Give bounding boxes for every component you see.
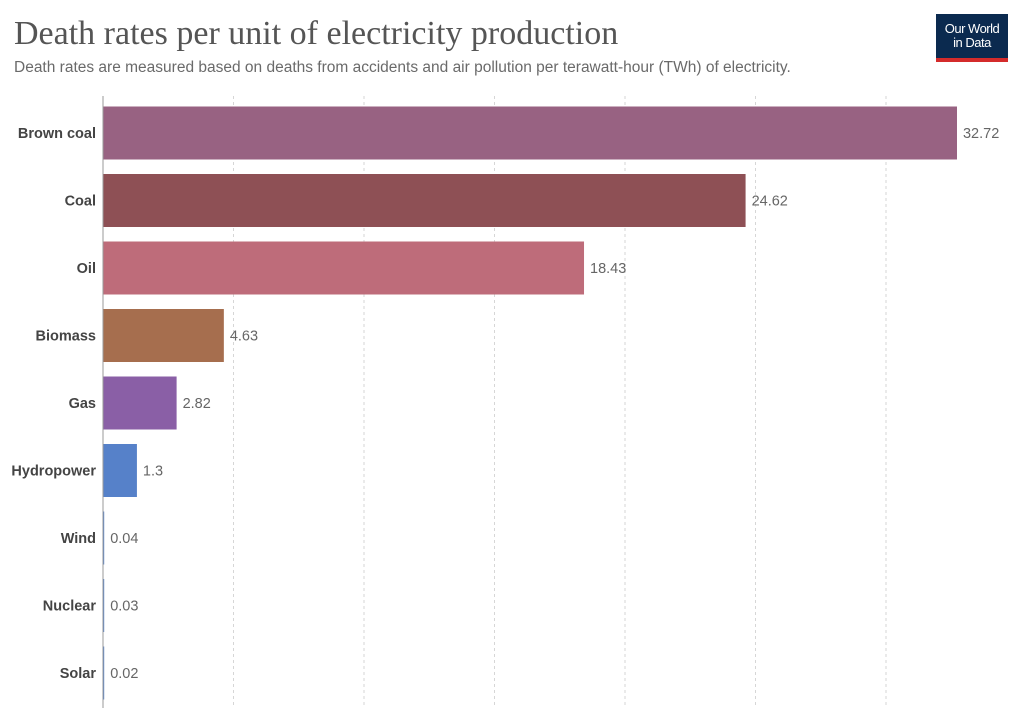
category-label: Nuclear bbox=[43, 599, 97, 615]
value-label: 0.02 bbox=[110, 666, 138, 682]
value-label: 0.04 bbox=[110, 531, 138, 547]
category-label: Brown coal bbox=[18, 126, 96, 142]
category-label: Hydropower bbox=[11, 464, 96, 480]
bar-hydropower bbox=[103, 444, 137, 497]
bar-brown-coal bbox=[103, 106, 957, 160]
category-label: Biomass bbox=[36, 329, 96, 345]
bar-wind bbox=[103, 511, 105, 565]
category-label: Oil bbox=[77, 261, 96, 277]
value-label: 2.82 bbox=[183, 396, 211, 412]
value-label: 24.62 bbox=[752, 194, 788, 210]
category-label: Wind bbox=[61, 531, 96, 547]
bar-gas bbox=[103, 376, 177, 430]
owid-logo[interactable]: Our World in Data bbox=[936, 14, 1008, 62]
category-label: Solar bbox=[60, 666, 97, 682]
logo-line-2: in Data bbox=[953, 35, 991, 50]
value-label: 32.72 bbox=[963, 126, 999, 142]
value-label: 18.43 bbox=[590, 261, 626, 277]
value-label: 1.3 bbox=[143, 464, 163, 480]
chart-subtitle: Death rates are measured based on deaths… bbox=[14, 59, 791, 76]
category-label: Gas bbox=[69, 396, 96, 412]
value-label: 4.63 bbox=[230, 329, 258, 345]
value-label: 0.03 bbox=[110, 599, 138, 615]
logo-line-1: Our World bbox=[944, 21, 1000, 36]
bar-biomass bbox=[103, 309, 224, 362]
bar-solar bbox=[103, 646, 105, 700]
bar-coal bbox=[103, 174, 746, 227]
category-label: Coal bbox=[65, 194, 96, 210]
bar-oil bbox=[103, 241, 585, 295]
bar-nuclear bbox=[103, 579, 105, 632]
chart-title: Death rates per unit of electricity prod… bbox=[14, 15, 619, 52]
